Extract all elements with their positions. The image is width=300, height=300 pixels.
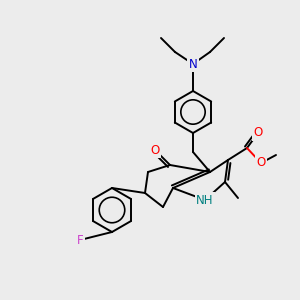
Text: NH: NH — [196, 194, 214, 206]
Text: O: O — [256, 157, 266, 169]
Text: N: N — [189, 58, 197, 70]
Text: O: O — [150, 143, 160, 157]
Text: O: O — [254, 127, 262, 140]
Text: F: F — [77, 233, 83, 247]
